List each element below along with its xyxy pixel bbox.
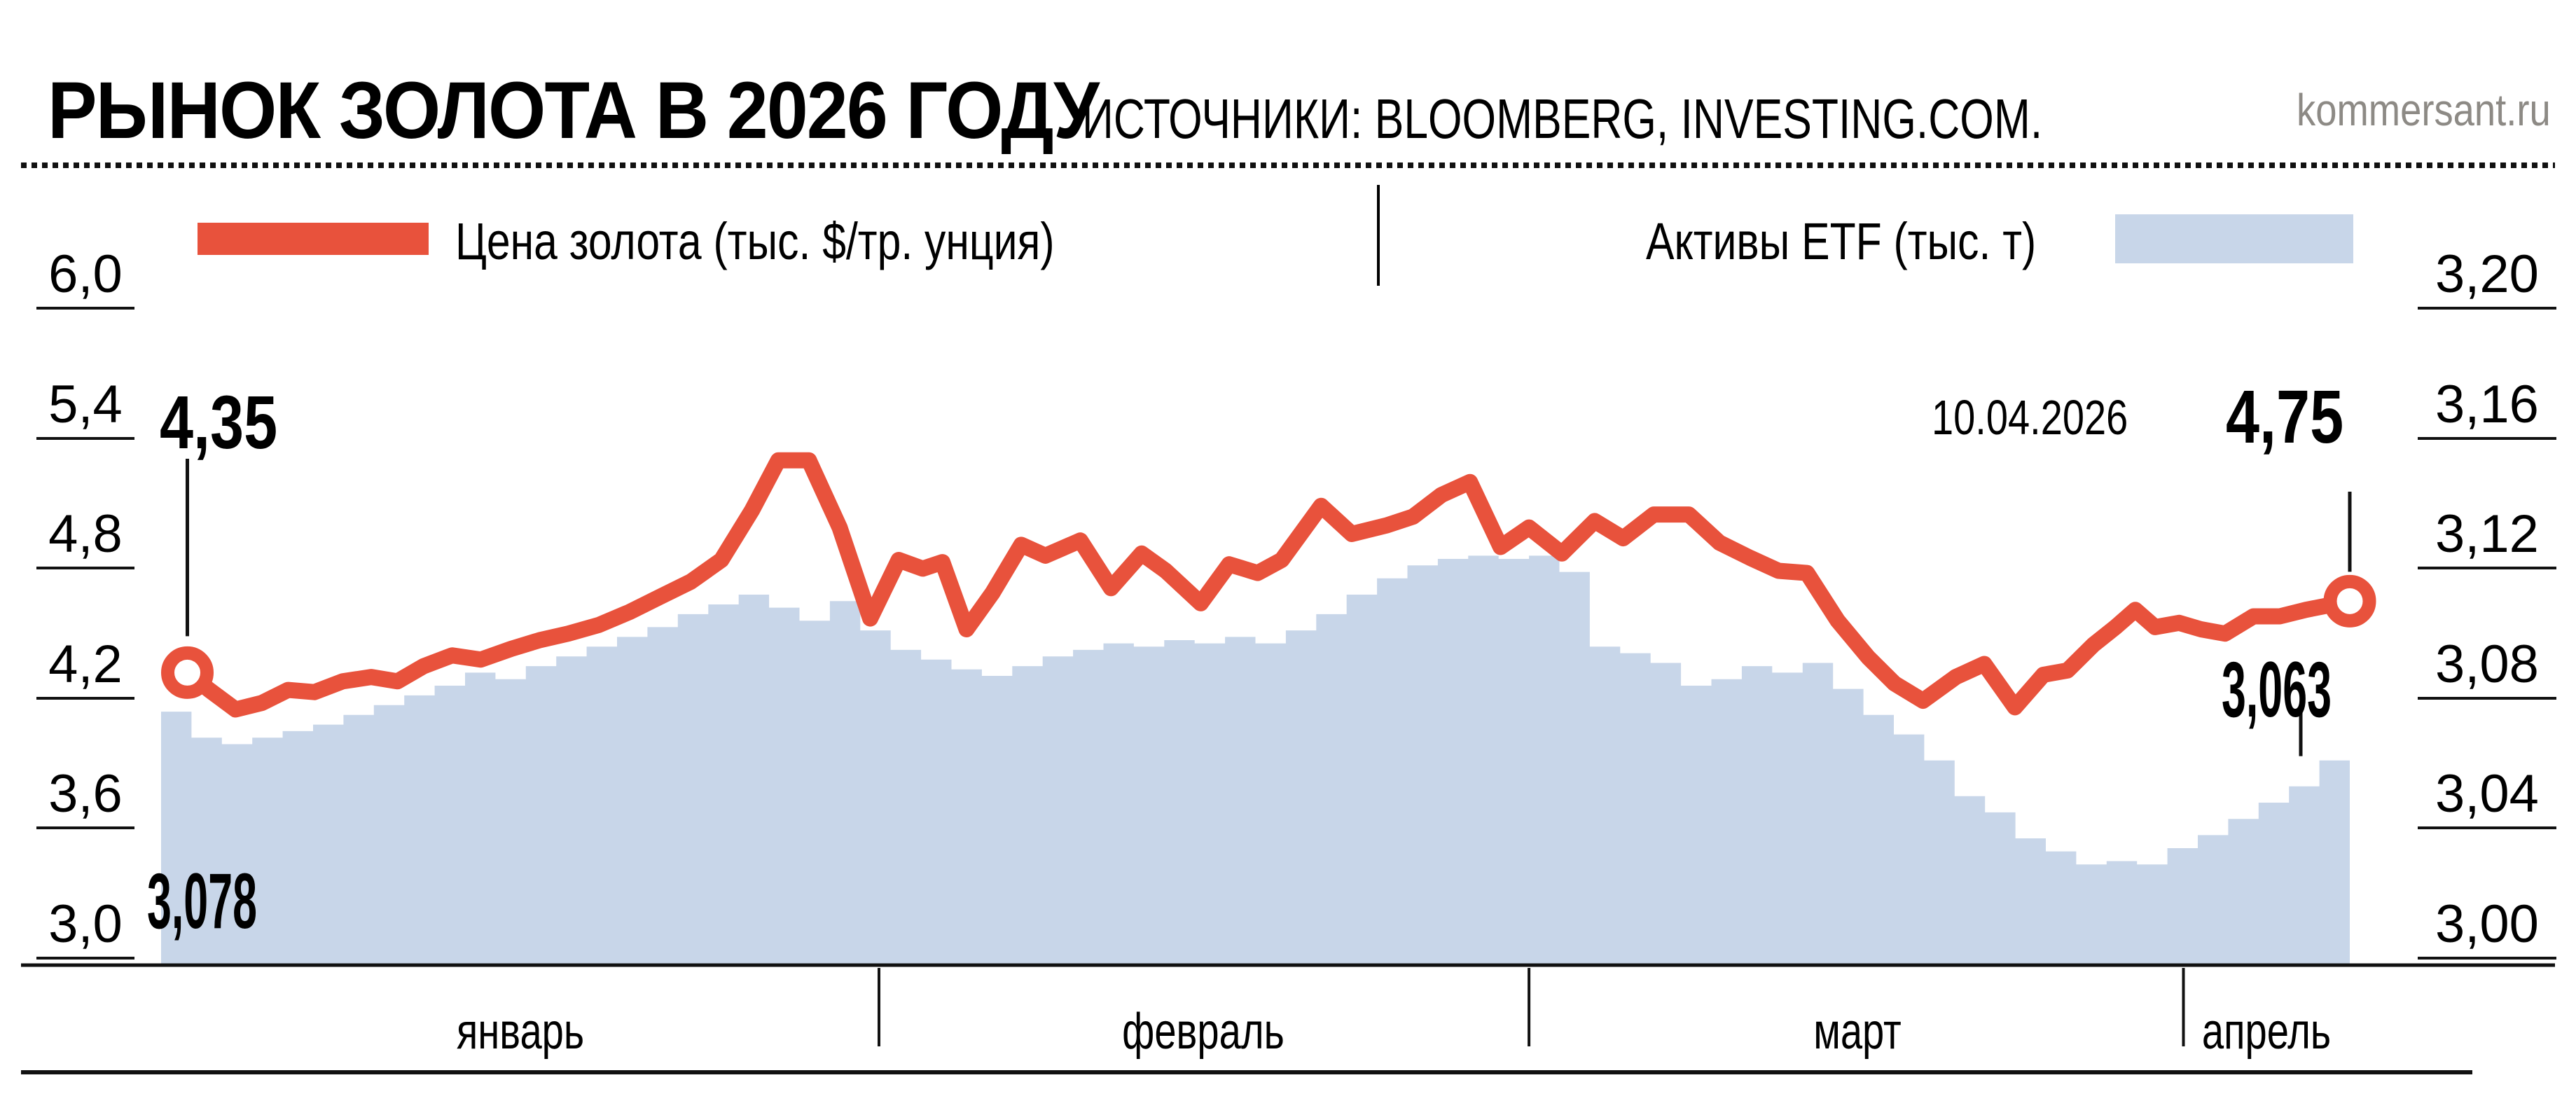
end-date-label: 10.04.2026 [1932, 390, 2128, 445]
month-separator-ticks [878, 968, 2185, 1046]
month-label: январь [456, 1004, 584, 1060]
gold-price-line-series [179, 452, 2358, 718]
site-watermark: kommersant.ru [2297, 85, 2551, 135]
axis-tick-label: 3,00 [2418, 898, 2556, 960]
start-price-marker [161, 646, 214, 699]
axis-tick-label: 3,08 [2418, 637, 2556, 700]
legend-gold-price-swatch [198, 223, 429, 255]
legend-etf-assets-swatch [2115, 214, 2353, 263]
month-label: апрель [2202, 1004, 2332, 1060]
end-etf-value: 3,063 [2222, 646, 2332, 733]
legend-gold-price-label: Цена золота (тыс. $/тр. унция) [455, 212, 1055, 270]
axis-tick-label: 3,12 [2418, 508, 2556, 570]
axis-tick-label: 6,0 [36, 248, 134, 310]
axis-tick-label: 3,20 [2418, 248, 2556, 310]
axis-tick-label: 3,16 [2418, 378, 2556, 440]
end-price-value: 4,75 [2226, 374, 2344, 459]
axis-tick-label: 3,6 [36, 768, 134, 830]
month-label: февраль [1121, 1004, 1284, 1060]
axis-tick-label: 3,0 [36, 898, 134, 960]
etf-assets-area-series [161, 555, 2350, 965]
dotted-divider [21, 162, 2555, 168]
sources-caption: ИСТОЧНИКИ: BLOOMBERG, INVESTING.COM. [1082, 88, 2043, 150]
start-price-value: 4,35 [160, 380, 278, 464]
axis-tick-label: 3,04 [2418, 768, 2556, 830]
legend-divider [1377, 185, 1380, 286]
axis-tick-label: 4,2 [36, 637, 134, 700]
month-label: март [1813, 1004, 1902, 1060]
axis-tick-label: 4,8 [36, 508, 134, 570]
start-etf-value: 3,078 [147, 857, 257, 945]
end-price-marker [2323, 574, 2376, 628]
legend-etf-assets-label: Активы ETF (тыс. т) [1646, 212, 2037, 270]
axis-tick-label: 5,4 [36, 378, 134, 440]
page-title: РЫНОК ЗОЛОТА В 2026 ГОДУ [48, 66, 1100, 155]
